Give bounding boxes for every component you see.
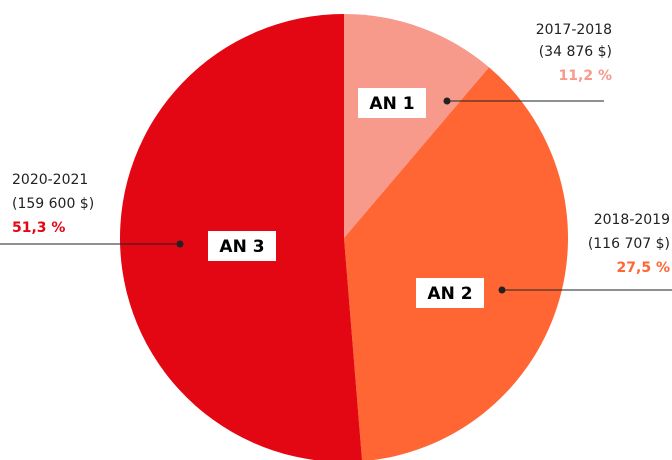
slice-label: AN 1 bbox=[369, 94, 414, 114]
period-label: 2017-2018 bbox=[536, 22, 612, 38]
label-box bbox=[358, 88, 426, 118]
period-label: 2018-2019 bbox=[594, 212, 670, 228]
amount-label: (34 876 $) bbox=[539, 44, 612, 60]
slice-label: AN 2 bbox=[427, 284, 472, 304]
amount-label: (116 707 $) bbox=[588, 236, 670, 252]
label-box bbox=[208, 231, 276, 261]
percent-label: 11,2 % bbox=[559, 68, 612, 84]
leader-dot bbox=[443, 97, 451, 105]
pie-slice bbox=[344, 14, 490, 238]
pie-slice bbox=[344, 67, 568, 460]
period-label: 2020-2021 bbox=[12, 172, 88, 188]
percent-label: 27,5 % bbox=[617, 260, 670, 276]
leader-dot bbox=[176, 240, 184, 248]
leader-dot bbox=[498, 286, 506, 294]
slice-label: AN 3 bbox=[219, 237, 264, 257]
percent-label: 51,3 % bbox=[12, 220, 65, 236]
amount-label: (159 600 $) bbox=[12, 196, 94, 212]
label-box bbox=[416, 278, 484, 308]
